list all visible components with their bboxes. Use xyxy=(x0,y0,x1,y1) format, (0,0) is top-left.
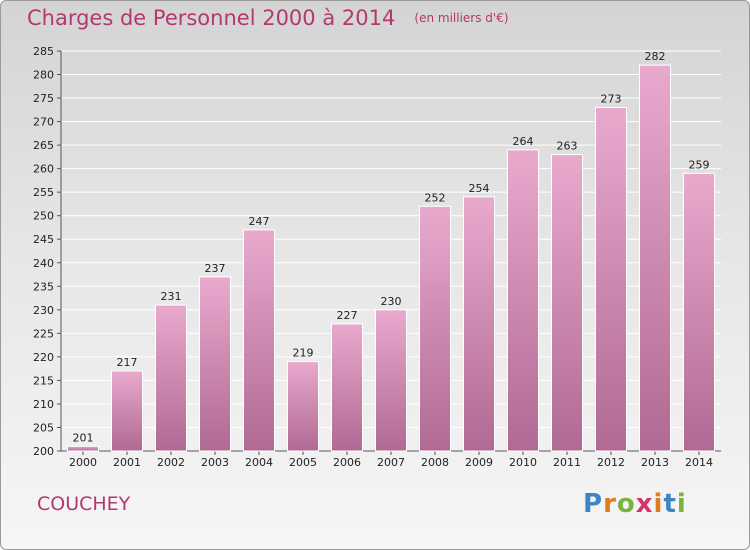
logo-letter: P xyxy=(583,489,604,519)
y-tick-label: 215 xyxy=(33,374,54,387)
bar-2000 xyxy=(67,445,99,452)
y-tick-label: 260 xyxy=(33,163,54,176)
bar-2014 xyxy=(683,172,715,452)
y-tick-label: 225 xyxy=(33,327,54,340)
y-tick-label: 205 xyxy=(33,421,54,434)
x-tick-label-2011: 2011 xyxy=(553,456,581,469)
x-tick-label-2007: 2007 xyxy=(377,456,405,469)
bar-2006 xyxy=(331,323,363,452)
y-tick-label: 285 xyxy=(33,45,54,58)
value-label-2002: 231 xyxy=(161,290,182,303)
value-label-2010: 264 xyxy=(513,135,534,148)
x-tick-label-2009: 2009 xyxy=(465,456,493,469)
bar-2013 xyxy=(639,64,671,452)
value-label-2013: 282 xyxy=(645,50,666,63)
logo-letter: t xyxy=(663,489,677,519)
y-tick-label: 230 xyxy=(33,304,54,317)
y-tick-label: 255 xyxy=(33,186,54,199)
logo-letter: i xyxy=(676,489,687,519)
logo-letter: r xyxy=(603,489,617,519)
chart-title: Charges de Personnel 2000 à 2014 xyxy=(27,6,396,30)
x-tick-label-2005: 2005 xyxy=(289,456,317,469)
x-tick-label-2000: 2000 xyxy=(69,456,97,469)
y-tick-label: 245 xyxy=(33,233,54,246)
commune-name: COUCHEY xyxy=(37,493,131,515)
y-tick-label: 210 xyxy=(33,398,54,411)
y-tick-label: 250 xyxy=(33,210,54,223)
y-tick-label: 220 xyxy=(33,351,54,364)
bar-2001 xyxy=(111,370,143,452)
value-label-2001: 217 xyxy=(117,356,138,369)
x-tick-label-2004: 2004 xyxy=(245,456,273,469)
x-tick-label-2010: 2010 xyxy=(509,456,537,469)
bars xyxy=(67,64,715,452)
bar-2011 xyxy=(551,154,583,452)
value-label-2005: 219 xyxy=(293,347,314,360)
x-tick-label-2003: 2003 xyxy=(201,456,229,469)
y-tick-label: 235 xyxy=(33,280,54,293)
logo-letter: i xyxy=(653,489,664,519)
x-tick-label-2006: 2006 xyxy=(333,456,361,469)
x-tick-label-2002: 2002 xyxy=(157,456,185,469)
y-tick-label: 265 xyxy=(33,139,54,152)
bar-2004 xyxy=(243,229,275,452)
x-tick-label-2014: 2014 xyxy=(685,456,713,469)
bar-2002 xyxy=(155,304,187,452)
title-row: Charges de Personnel 2000 à 2014 (en mil… xyxy=(27,6,509,30)
bar-2008 xyxy=(419,205,451,452)
value-label-2012: 273 xyxy=(601,92,622,105)
value-label-2000: 201 xyxy=(73,431,94,444)
value-label-2006: 227 xyxy=(337,309,358,322)
value-label-2007: 230 xyxy=(381,295,402,308)
value-label-2004: 247 xyxy=(249,215,270,228)
value-label-2008: 252 xyxy=(425,191,446,204)
value-label-2003: 237 xyxy=(205,262,226,275)
x-tick-label-2001: 2001 xyxy=(113,456,141,469)
y-tick-label: 270 xyxy=(33,116,54,129)
x-tick-label-2013: 2013 xyxy=(641,456,669,469)
y-tick-label: 275 xyxy=(33,92,54,105)
bar-2005 xyxy=(287,361,319,452)
bar-2010 xyxy=(507,149,539,452)
logo-letter: x xyxy=(635,489,654,519)
value-label-2011: 263 xyxy=(557,140,578,153)
value-label-2009: 254 xyxy=(469,182,490,195)
chart-subtitle: (en milliers d'€) xyxy=(414,11,509,25)
y-tick-label: 200 xyxy=(33,445,54,458)
labels: 200 205 210 215 220 225 230 235 240 245 250 255 260 2… xyxy=(33,45,713,469)
bar-2007 xyxy=(375,309,407,452)
logo-letter: o xyxy=(616,489,636,519)
x-tick-label-2008: 2008 xyxy=(421,456,449,469)
proxiti-logo: Proxiti xyxy=(583,489,687,519)
bar-2012 xyxy=(595,106,627,452)
bar-2003 xyxy=(199,276,231,452)
x-tick-label-2012: 2012 xyxy=(597,456,625,469)
value-label-2014: 259 xyxy=(689,158,710,171)
y-tick-label: 240 xyxy=(33,257,54,270)
bar-2009 xyxy=(463,196,495,452)
y-tick-label: 280 xyxy=(33,69,54,82)
